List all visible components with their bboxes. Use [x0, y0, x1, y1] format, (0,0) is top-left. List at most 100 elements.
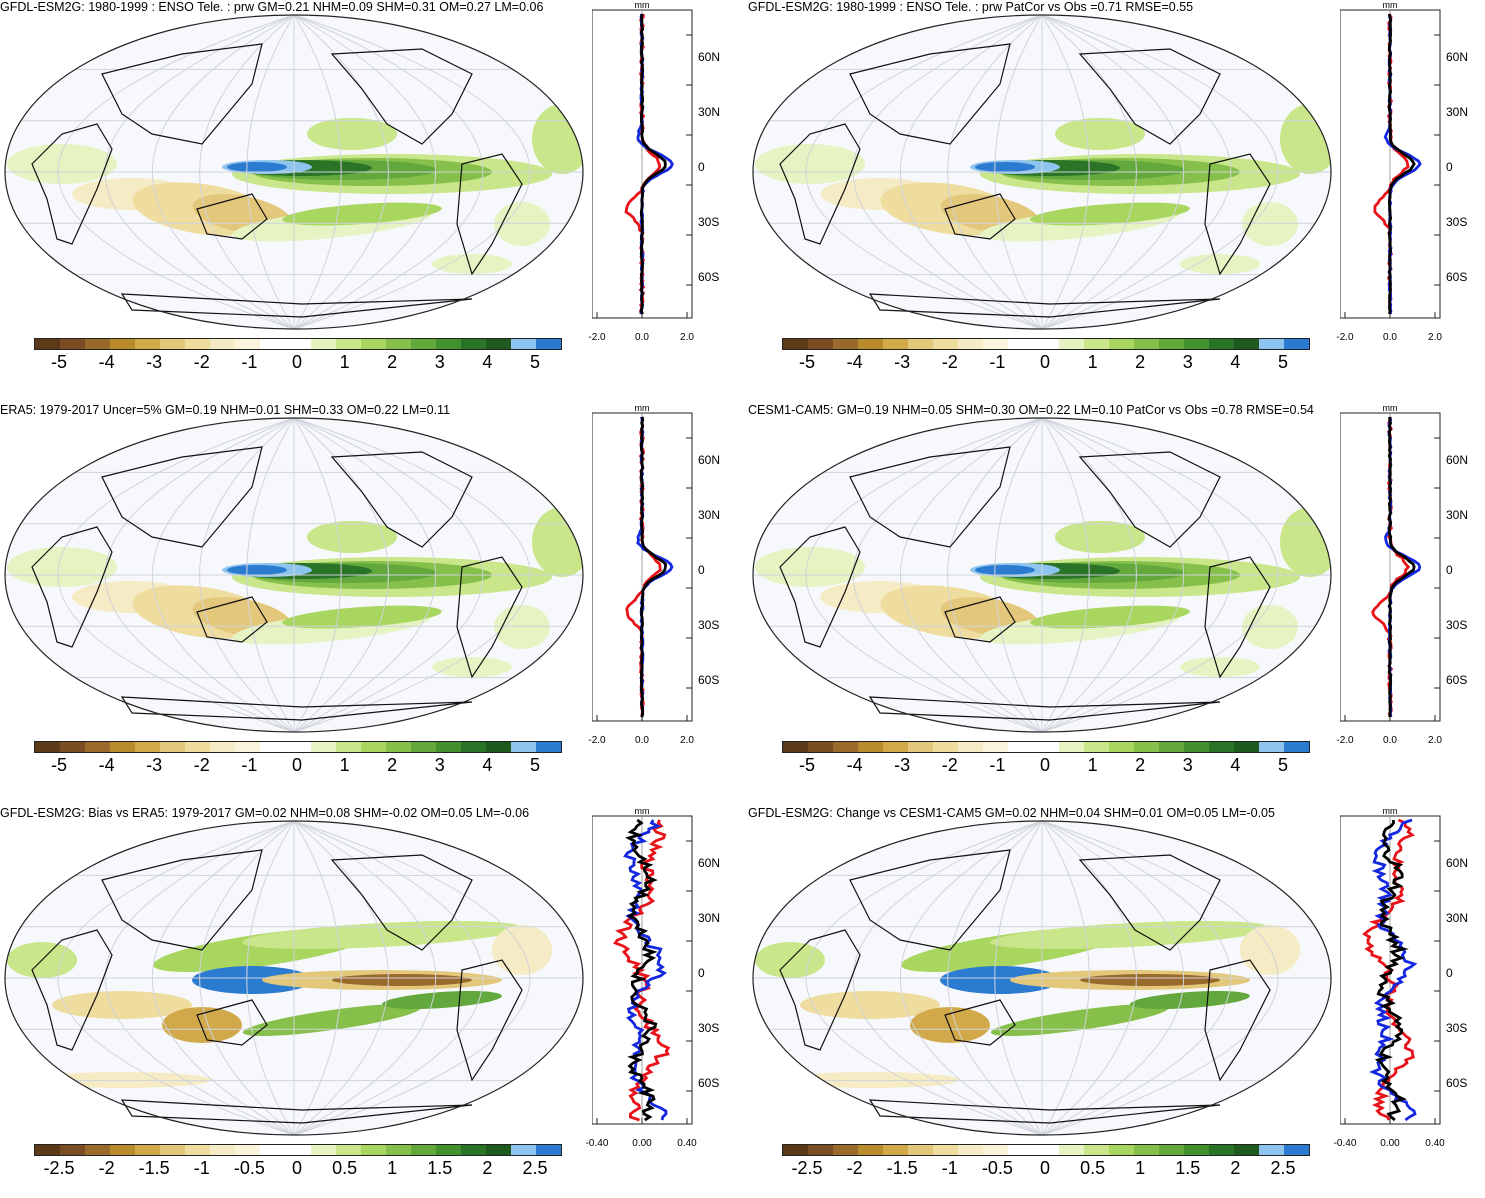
colorbar-swatch [1033, 1145, 1060, 1155]
zonal-mean-profile: mm 60N 30N 0 30S 60S -0.40 0.00 0.40 [1334, 806, 1485, 1166]
panel-title: GFDL-ESM2G: 1980-1999 : ENSO Tele. : prw… [748, 0, 1194, 14]
colorbar-swatch [435, 339, 462, 349]
colorbar-swatch [310, 742, 337, 752]
colorbar-swatch [1058, 742, 1085, 752]
anomaly-region [162, 1007, 242, 1043]
graticule [5, 820, 583, 1136]
colorbar-swatch [410, 1145, 437, 1155]
profile-latitude-label: 30S [1446, 618, 1468, 632]
profile-unit-label: mm [1382, 403, 1398, 413]
profile-latitude-label: 0 [1446, 966, 1453, 980]
colorbar-tick-label: 2 [1230, 1158, 1241, 1178]
profile-value-label: 2.0 [1428, 735, 1442, 746]
colorbar-tick-label: 0.5 [332, 1158, 358, 1178]
continent-outline [1204, 153, 1271, 276]
continent-outline [1204, 556, 1271, 679]
longitude-line [293, 14, 342, 330]
colorbar-swatch [60, 339, 86, 349]
figure-panel: GFDL-ESM2G: 1980-1999 : ENSO Tele. : prw… [748, 0, 1485, 392]
colorbar-swatch [85, 742, 111, 752]
colorbar-swatch [460, 742, 487, 752]
colorbar-swatch [1108, 1145, 1135, 1155]
anomaly-region [227, 162, 287, 172]
colorbar-swatch [510, 742, 537, 752]
anomaly-region [7, 144, 117, 184]
colorbar-swatch [783, 742, 809, 752]
colorbar-swatch [883, 1145, 909, 1155]
profile-plot [1340, 815, 1441, 1125]
map-border [752, 14, 1332, 330]
colorbar-swatch [1233, 1145, 1260, 1155]
longitude-line [293, 417, 437, 733]
colorbar-tick-label: 0 [1039, 1158, 1051, 1178]
longitude-line [994, 14, 1043, 330]
colorbar-swatch [883, 742, 909, 752]
longitude-line [1041, 14, 1185, 330]
profile-plot [1340, 412, 1441, 722]
longitude-line [1041, 14, 1232, 330]
profile-mean-line [1374, 819, 1409, 1122]
longitude-line [293, 14, 484, 330]
continent-outline [944, 193, 1016, 240]
colorbar-swatch [933, 742, 959, 752]
colorbar-swatch [435, 742, 462, 752]
colorbar-swatch [385, 742, 412, 752]
world-map [4, 820, 584, 1136]
colorbar-tick-label: 2 [1135, 755, 1146, 775]
profile-value-label: 2.0 [680, 332, 694, 343]
colorbar-swatch [1283, 742, 1310, 752]
longitude-line [293, 820, 437, 1136]
colorbar-tick-label: 3 [434, 352, 445, 372]
colorbar-swatch [185, 339, 211, 349]
coastlines [779, 446, 1271, 721]
profile-unit-label: mm [1382, 0, 1398, 10]
profile-latitude-label: 30N [1446, 911, 1469, 925]
profile-plot [592, 412, 693, 722]
colorbar-tick-label: 0 [291, 1158, 303, 1178]
colorbar-tick-label: -2 [941, 352, 958, 372]
colorbar-swatch [85, 339, 111, 349]
graticule [753, 417, 1331, 733]
colorbar-swatch [485, 1145, 512, 1155]
colorbar-swatch [235, 742, 261, 752]
continent-outline [779, 123, 861, 245]
colorbar-tick-label: -0.5 [981, 1158, 1013, 1178]
colorbar [34, 338, 562, 350]
colorbar-swatch [135, 339, 161, 349]
colorbar-swatch [85, 1145, 111, 1155]
profile-latitude-label: 30S [698, 1021, 720, 1035]
longitude-line [1041, 14, 1090, 330]
longitude-line [199, 14, 295, 330]
colorbar-swatch [535, 742, 562, 752]
colorbar-tick-label: -3 [894, 352, 911, 372]
colorbar-tick-label: 5 [529, 755, 541, 775]
colorbar-swatch [335, 742, 362, 752]
profile-value-label: 0.0 [635, 735, 649, 746]
profile-latitude-label: 30N [698, 105, 721, 119]
colorbar-swatch [958, 1145, 984, 1155]
colorbar-swatch [285, 339, 312, 349]
colorbar-tick-label: 4 [482, 352, 493, 372]
profile-latitude-label: 60N [698, 50, 721, 64]
colorbar-swatch [60, 742, 86, 752]
colorbar-tick-label: 1 [339, 352, 350, 372]
continent-outline [31, 526, 113, 648]
colorbar-swatch [983, 742, 1009, 752]
colorbar-swatch [1008, 742, 1034, 752]
colorbar-tick-label: -3 [146, 352, 163, 372]
colorbar-tick-label: -5 [50, 755, 68, 775]
anomaly-region [800, 991, 940, 1019]
colorbar-swatch [1008, 1145, 1034, 1155]
continent-outline [330, 451, 473, 548]
profile-latitude-label: 0 [698, 966, 705, 980]
longitude-line [104, 417, 295, 733]
profile-unit-label: mm [634, 0, 650, 10]
continent-outline [456, 959, 523, 1082]
anomaly-region [1030, 605, 1190, 629]
colorbar-tick-label: -2.5 [791, 1158, 823, 1178]
continent-outline [849, 849, 1011, 951]
colorbar-tick-label: 1 [1087, 352, 1098, 372]
colorbar-swatch [110, 1145, 136, 1155]
colorbar-swatch [808, 742, 834, 752]
anomaly-region [1080, 974, 1220, 986]
